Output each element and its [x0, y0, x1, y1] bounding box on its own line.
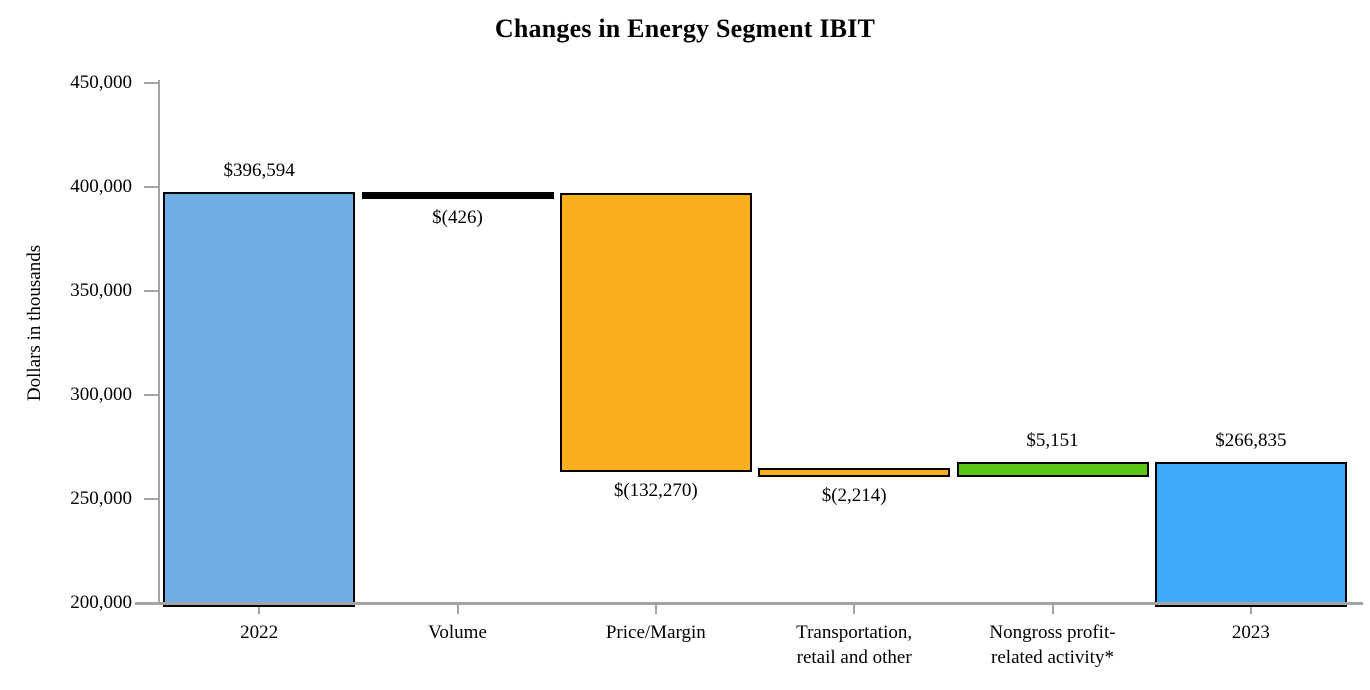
y-tick — [144, 186, 160, 188]
y-tick — [144, 498, 160, 500]
category-label-line: retail and other — [796, 647, 912, 668]
bar-price-margin — [559, 192, 752, 473]
category-label-transportation-retail-and-other: Transportation, retail and other — [734, 620, 974, 670]
category-label-line: Nongross profit- — [989, 622, 1116, 643]
bar-2023 — [1154, 461, 1347, 607]
y-tick-label: 250,000 — [70, 488, 132, 509]
bar-volume — [361, 192, 554, 200]
y-tick — [144, 82, 160, 84]
data-label-volume: $(426) — [432, 207, 483, 229]
category-label-price-margin: Price/Margin — [536, 620, 776, 645]
y-tick-label: 400,000 — [70, 176, 132, 197]
data-label-price-margin: $(132,270) — [613, 480, 698, 502]
y-tick-label: 300,000 — [70, 384, 132, 405]
x-tick — [1249, 603, 1252, 614]
category-label-nongross-profit-related-activity: Nongross profit-related activity* — [933, 620, 1173, 670]
category-label-line: Price/Margin — [605, 622, 706, 643]
bar-transportation-retail-and-other — [758, 468, 951, 477]
data-label-nongross-profit-related-activity: $5,151 — [1026, 429, 1079, 451]
x-tick — [853, 603, 856, 614]
y-axis-line — [158, 80, 160, 605]
category-label-volume: Volume — [338, 620, 578, 645]
x-tick — [654, 603, 657, 614]
y-tick-label: 350,000 — [70, 280, 132, 301]
y-tick-label: 450,000 — [70, 72, 132, 93]
category-label-line: Volume — [428, 622, 487, 643]
x-tick — [456, 603, 459, 614]
data-label-transportation-retail-and-other: $(2,214) — [821, 484, 887, 506]
data-label-2023: $266,835 — [1215, 429, 1287, 451]
x-axis-line — [135, 602, 1363, 605]
bar-2022 — [163, 192, 356, 607]
y-tick — [144, 290, 160, 292]
data-label-2022: $396,594 — [223, 160, 295, 182]
y-tick — [144, 394, 160, 396]
category-label-line: 2022 — [240, 622, 279, 643]
bar-nongross-profit-related-activity — [956, 461, 1149, 477]
category-label-line: 2023 — [1231, 622, 1270, 643]
y-tick-label: 200,000 — [70, 592, 132, 613]
chart-title: Changes in Energy Segment IBIT — [494, 14, 876, 43]
category-label-line: related activity* — [991, 647, 1114, 668]
category-label-2022: 2022 — [139, 620, 379, 645]
category-label-2023: 2023 — [1131, 620, 1370, 645]
category-label-line: Transportation, — [796, 622, 913, 643]
x-tick — [258, 603, 261, 614]
x-tick — [1051, 603, 1054, 614]
